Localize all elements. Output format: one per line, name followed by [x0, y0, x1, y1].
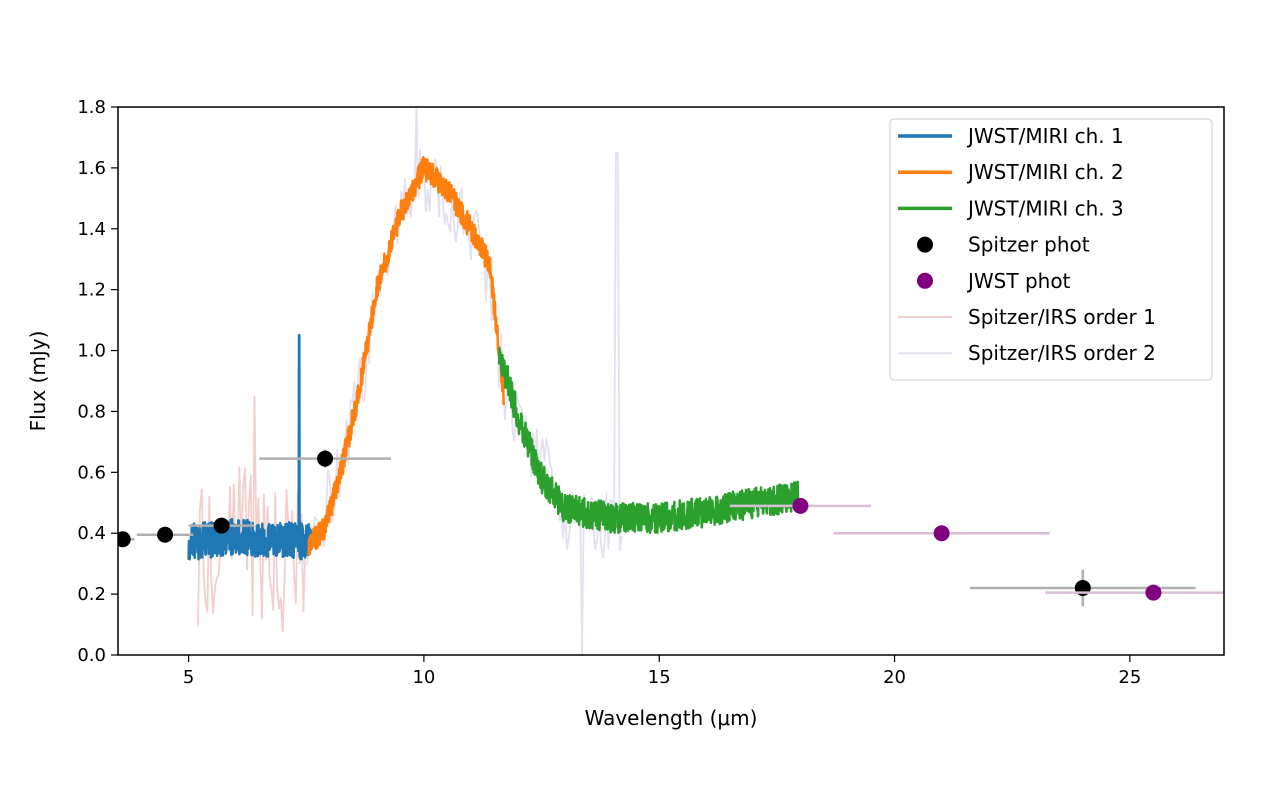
y-tick-label: 0.2	[77, 584, 106, 605]
legend-label: JWST/MIRI ch. 1	[966, 124, 1124, 148]
series-line-jwst-miri-ch-3	[497, 346, 800, 535]
data-point-jwst-phot	[1145, 584, 1162, 601]
y-tick-label: 0.0	[77, 645, 106, 666]
legend-label: JWST/MIRI ch. 2	[966, 160, 1124, 184]
legend-label: JWST phot	[966, 269, 1071, 293]
x-tick-label: 20	[883, 667, 906, 688]
legend: JWST/MIRI ch. 1 JWST/MIRI ch. 2 JWST/MIRI …	[889, 118, 1213, 381]
legend-label: Spitzer/IRS order 1	[968, 305, 1156, 329]
x-axis-label: Wavelength (μm)	[585, 706, 758, 730]
series-line-jwst-miri-ch-2	[307, 155, 505, 557]
y-tick-label: 1.8	[77, 97, 106, 118]
y-tick-label: 0.4	[77, 523, 106, 544]
x-tick-label: 10	[412, 667, 435, 688]
legend-marker	[917, 236, 933, 253]
data-point-jwst-phot	[792, 497, 809, 514]
x-tick-label: 25	[1118, 667, 1141, 688]
legend-marker	[917, 272, 933, 289]
x-tick-label: 15	[648, 667, 671, 688]
series-line-spitzer-irs-order-1	[197, 395, 307, 633]
y-tick-label: 1.6	[77, 158, 106, 179]
plot-frame	[117, 106, 1225, 656]
y-tick-label: 1.0	[77, 341, 106, 362]
series-line-jwst-miri-ch-1	[187, 334, 313, 561]
data-point-spitzer-phot	[118, 531, 131, 548]
data-point-spitzer-phot	[157, 526, 174, 543]
y-tick-label: 1.2	[77, 280, 106, 301]
data-point-spitzer-phot	[317, 450, 334, 467]
series-line-spitzer-irs-order-2	[300, 107, 623, 655]
legend-label: Spitzer/IRS order 2	[968, 341, 1156, 365]
legend-box	[889, 118, 1213, 381]
x-tick-label: 5	[183, 667, 194, 688]
data-point-spitzer-phot	[213, 517, 230, 534]
y-tick-label: 0.6	[77, 462, 106, 483]
data-point-jwst-phot	[933, 525, 950, 542]
y-tick-label: 0.8	[77, 401, 106, 422]
y-axis-label: Flux (mJy)	[26, 331, 50, 432]
legend-label: Spitzer phot	[968, 233, 1090, 257]
legend-label: JWST/MIRI ch. 3	[966, 196, 1124, 220]
y-tick-label: 1.4	[77, 219, 106, 240]
